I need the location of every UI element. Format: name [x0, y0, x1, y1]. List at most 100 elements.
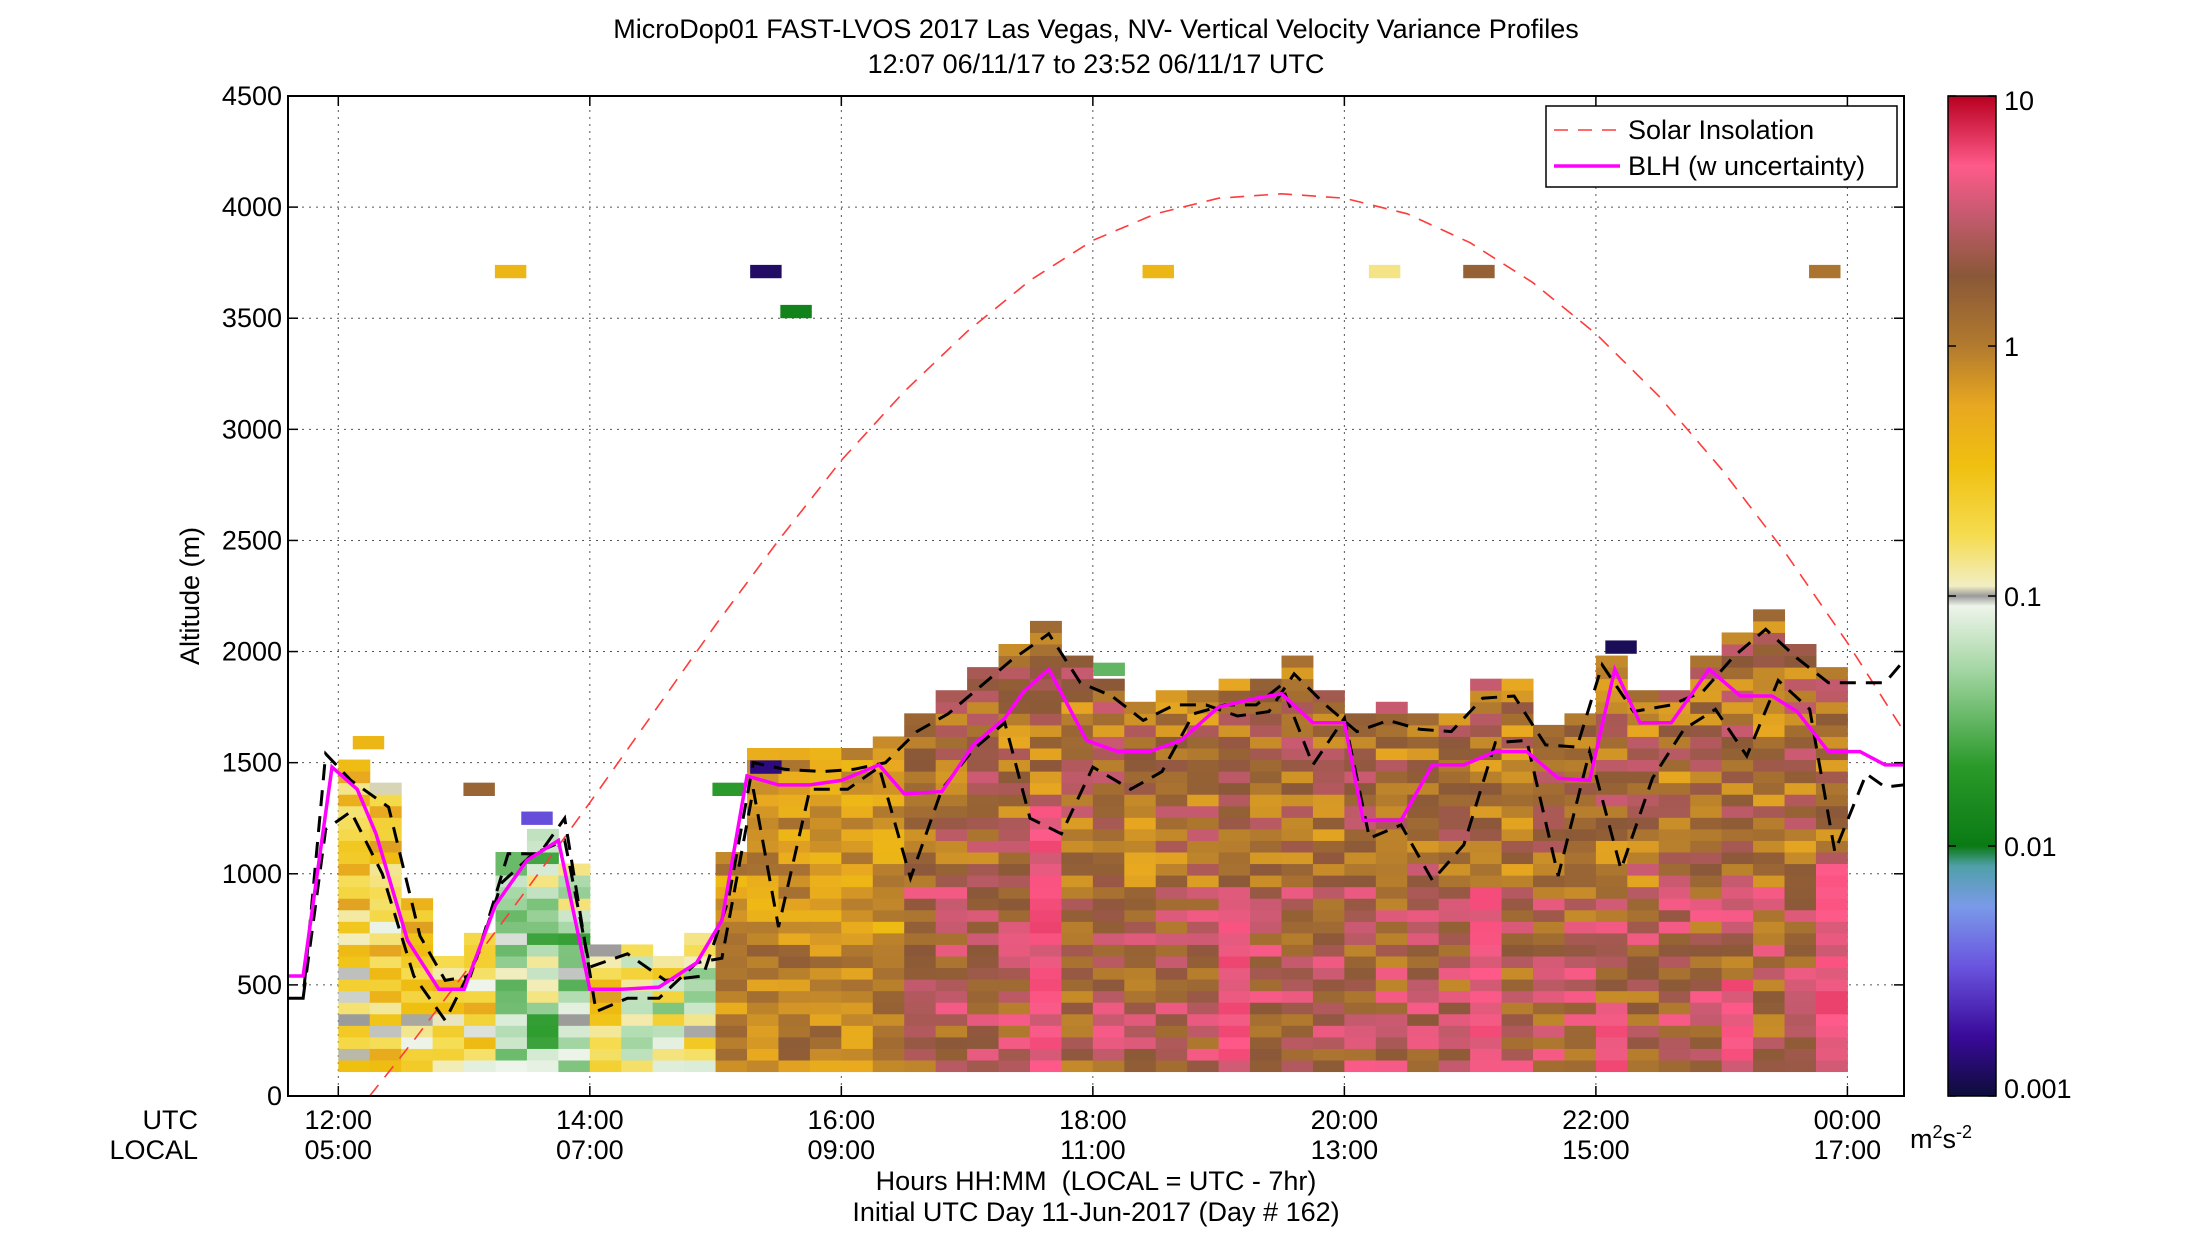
variance-cell [1375, 944, 1408, 957]
variance-cell [967, 921, 1000, 934]
variance-cell [1344, 944, 1377, 957]
variance-cell [1501, 921, 1534, 934]
variance-cell [338, 1036, 371, 1049]
variance-cell [904, 771, 937, 784]
variance-cell [1029, 701, 1062, 714]
variance-cell [715, 886, 748, 899]
variance-cell [904, 794, 937, 807]
variance-cell [1407, 956, 1440, 969]
variance-cell [1344, 840, 1377, 853]
variance-cell [1124, 1060, 1157, 1073]
variance-cell [1061, 690, 1094, 703]
variance-cell [1218, 886, 1251, 899]
variance-cell [495, 909, 528, 922]
variance-cell [1250, 909, 1282, 922]
variance-cell [1438, 805, 1471, 818]
variance-cell [1815, 782, 1848, 795]
variance-cell [1344, 1048, 1377, 1061]
variance-cell [967, 794, 1000, 807]
isolated-variance-cell [750, 264, 782, 279]
x-tick-label-local: 11:00 [1060, 1135, 1126, 1165]
variance-cell [1092, 852, 1125, 865]
variance-cell [1690, 724, 1723, 737]
variance-cell [1595, 782, 1628, 795]
variance-cell [1533, 1002, 1565, 1015]
variance-cell [1061, 678, 1094, 691]
variance-cell [1815, 956, 1848, 969]
variance-cell [401, 1002, 434, 1015]
variance-cell [1187, 1048, 1220, 1061]
variance-cell [1218, 805, 1251, 818]
variance-cell [558, 1002, 591, 1015]
variance-cell [1470, 1048, 1503, 1061]
variance-cell [1344, 759, 1377, 772]
variance-cell [1690, 990, 1723, 1003]
variance-cell [715, 921, 748, 934]
variance-cell [1595, 909, 1628, 922]
variance-cell [1281, 655, 1314, 668]
variance-cell [1564, 1060, 1597, 1073]
variance-cell [1721, 655, 1754, 668]
variance-cell [998, 794, 1031, 807]
variance-cell [1501, 817, 1534, 830]
variance-cell [1312, 794, 1345, 807]
colorbar-unit: m2s-2 [1910, 1122, 1972, 1154]
variance-cell [904, 1036, 937, 1049]
variance-cell [558, 1013, 591, 1026]
variance-cell [1815, 921, 1848, 934]
variance-cell [621, 967, 654, 980]
variance-cell [1690, 736, 1723, 749]
variance-cell [1312, 771, 1345, 784]
variance-cell [1470, 932, 1503, 945]
variance-cell [1092, 932, 1125, 945]
variance-cell [1407, 886, 1440, 899]
variance-cell [1250, 1013, 1282, 1026]
variance-cell [1753, 817, 1786, 830]
variance-cell [967, 944, 1000, 957]
variance-cell [1218, 690, 1251, 703]
variance-cell [1438, 898, 1471, 911]
variance-cell [1815, 990, 1848, 1003]
variance-cell [1029, 1048, 1062, 1061]
variance-cell [809, 967, 842, 980]
variance-cell [998, 817, 1031, 830]
variance-cell [778, 1025, 811, 1038]
variance-cell [1281, 990, 1314, 1003]
variance-cell [1187, 736, 1220, 749]
variance-cell [369, 898, 402, 911]
x-tick-label-local: 07:00 [556, 1135, 624, 1165]
variance-cell [1029, 909, 1062, 922]
variance-cell [369, 1025, 402, 1038]
variance-cell [841, 828, 874, 841]
variance-cell [841, 990, 874, 1003]
variance-cell [904, 944, 937, 957]
variance-cell [1815, 863, 1848, 876]
variance-cell [1815, 1060, 1848, 1073]
variance-cell [998, 852, 1031, 865]
variance-cell [1218, 1036, 1251, 1049]
variance-cell [1155, 1060, 1188, 1073]
variance-cell [1501, 1060, 1534, 1073]
variance-cell [967, 990, 1000, 1003]
variance-cell [1155, 1048, 1188, 1061]
variance-cell [1187, 1036, 1220, 1049]
variance-cell [1218, 898, 1251, 911]
variance-cell [967, 713, 1000, 726]
variance-cell [1187, 794, 1220, 807]
variance-cell [1815, 967, 1848, 980]
variance-cell [1218, 759, 1251, 772]
variance-cell [1470, 1060, 1503, 1073]
variance-cell [1784, 956, 1817, 969]
variance-cell [1124, 1036, 1157, 1049]
chart-footer: Initial UTC Day 11-Jun-2017 (Day # 162) [852, 1197, 1339, 1227]
variance-cell [1344, 713, 1377, 726]
variance-cell [1250, 805, 1282, 818]
variance-cell [1092, 990, 1125, 1003]
variance-cell [841, 1048, 874, 1061]
variance-cell [1312, 956, 1345, 969]
variance-cell [1312, 979, 1345, 992]
variance-cell [1218, 852, 1251, 865]
blh-line [288, 663, 1904, 992]
variance-cell [1438, 863, 1471, 876]
variance-cell [1218, 828, 1251, 841]
